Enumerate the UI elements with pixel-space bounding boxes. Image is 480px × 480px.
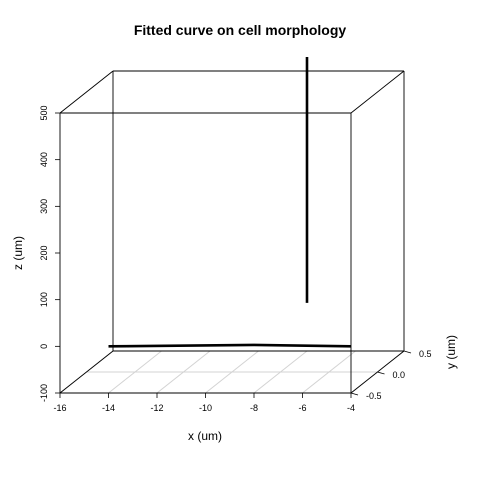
- x-tick-label: -8: [250, 403, 258, 413]
- x-tick-label: -4: [347, 403, 355, 413]
- x-tick-label: -16: [53, 403, 66, 413]
- box-edge: [59, 350, 114, 394]
- z-tick-label: 400: [39, 152, 49, 167]
- z-tick-label: 500: [39, 105, 49, 120]
- x-axis-label: x (um): [188, 429, 222, 443]
- z-tick-label: 100: [39, 292, 49, 307]
- z-tick-label: -100: [39, 384, 49, 402]
- axis-ticks: -16 -14 -12 -10 -8 -6 -4 -0.5 0.0 0.5 -100 0 100 200 3…: [39, 105, 432, 413]
- x-tick-label: -6: [298, 403, 306, 413]
- x-tick-label: -12: [150, 403, 163, 413]
- curve-segment: [108, 343, 352, 348]
- y-tick-label: 0.0: [393, 370, 406, 380]
- z-tick-label: 200: [39, 245, 49, 260]
- box-edge: [59, 70, 114, 114]
- y-tick: [350, 392, 359, 396]
- z-tick-label: 0: [39, 344, 49, 349]
- y-tick-label: -0.5: [366, 391, 382, 401]
- fitted-curve: [108, 57, 352, 348]
- y-tick-label: 0.5: [419, 349, 432, 359]
- z-tick-label: 300: [39, 199, 49, 214]
- z-axis-label: z (um): [11, 236, 25, 270]
- y-tick: [403, 350, 412, 354]
- chart-title: Fitted curve on cell morphology: [134, 22, 347, 38]
- x-tick-label: -14: [102, 403, 115, 413]
- x-tick-label: -10: [199, 403, 212, 413]
- y-axis-label: y (um): [444, 335, 458, 369]
- box-edge: [350, 70, 405, 114]
- y-tick: [377, 371, 385, 375]
- floor-grid: [59, 350, 405, 394]
